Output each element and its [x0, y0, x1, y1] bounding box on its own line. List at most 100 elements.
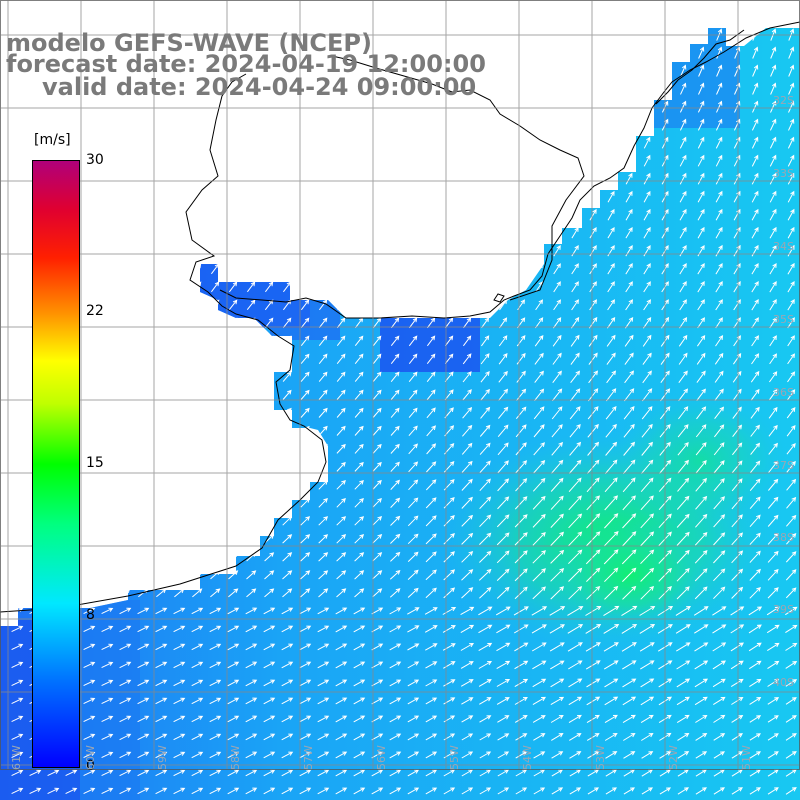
wind-arrow	[301, 154, 309, 167]
wind-arrow	[192, 353, 202, 364]
wind-arrow	[390, 371, 400, 383]
wind-arrow	[247, 154, 255, 167]
wind-arrow	[445, 299, 454, 311]
wind-arrow	[121, 155, 129, 167]
wind-arrow	[301, 281, 310, 293]
wind-arrow	[227, 679, 240, 687]
wind-arrow	[787, 353, 795, 365]
wind-arrow	[102, 317, 112, 328]
wind-arrow	[712, 606, 727, 616]
wind-arrow	[533, 424, 545, 438]
wind-arrow	[191, 679, 204, 687]
wind-arrow	[192, 516, 203, 526]
wind-arrow	[478, 568, 492, 581]
wind-arrow	[86, 12, 92, 23]
wind-arrow	[335, 715, 348, 723]
wind-arrow	[589, 100, 597, 113]
wind-arrow	[499, 100, 507, 113]
wind-arrow	[120, 534, 131, 544]
wind-arrow	[751, 317, 759, 329]
wind-arrow	[586, 567, 601, 582]
wind-arrow	[318, 335, 328, 347]
wind-arrow	[228, 389, 238, 400]
wind-arrow	[533, 733, 546, 741]
wind-arrow	[137, 661, 150, 669]
wind-arrow	[498, 388, 509, 401]
wind-arrow	[284, 12, 289, 23]
wind-arrow	[786, 514, 797, 527]
wind-arrow	[389, 679, 402, 687]
wind-arrow	[12, 516, 23, 526]
wind-arrow	[120, 462, 131, 472]
wind-arrow	[460, 661, 474, 669]
wind-arrow	[299, 733, 312, 741]
wind-arrow	[317, 643, 330, 651]
wind-arrow	[463, 100, 471, 113]
wind-arrow	[587, 423, 599, 438]
wind-arrow	[749, 568, 761, 581]
wind-arrow	[481, 263, 489, 275]
wind-arrow	[155, 751, 168, 759]
wind-arrow	[676, 696, 690, 706]
wind-arrow	[11, 733, 24, 741]
wind-arrow	[210, 588, 221, 598]
wind-arrow	[768, 406, 778, 419]
wind-arrow	[534, 388, 545, 402]
wind-arrow	[786, 496, 797, 509]
wind-arrow	[751, 226, 759, 239]
wind-arrow	[11, 679, 24, 687]
wind-arrow	[589, 118, 597, 131]
wind-arrow	[750, 406, 760, 419]
wind-arrow	[622, 495, 636, 511]
wind-arrow	[499, 208, 507, 221]
wind-arrow	[246, 588, 257, 598]
wind-arrow	[210, 407, 220, 418]
wind-arrow	[769, 226, 777, 239]
wind-arrow	[247, 191, 255, 203]
wind-arrow	[193, 119, 201, 131]
wind-arrow	[390, 461, 400, 472]
wind-arrow	[748, 624, 762, 634]
wind-arrow	[568, 660, 583, 670]
wind-arrow	[586, 585, 601, 600]
wind-arrow	[228, 335, 238, 346]
wind-arrow	[515, 406, 527, 420]
wind-arrow	[407, 533, 419, 545]
wind-arrow	[785, 733, 797, 741]
wind-arrow	[694, 642, 709, 652]
wind-arrow	[192, 281, 202, 293]
wind-arrow	[283, 209, 291, 221]
wind-arrow	[192, 317, 202, 329]
wind-arrow	[12, 407, 22, 418]
wind-arrow	[357, 12, 362, 23]
wind-arrow	[408, 407, 418, 418]
wind-arrow	[247, 173, 255, 185]
wind-arrow	[752, 64, 759, 77]
wind-arrow	[606, 388, 617, 402]
wind-arrow	[788, 46, 795, 59]
wind-arrow	[696, 370, 706, 383]
wind-arrow	[246, 425, 256, 436]
wind-arrow	[427, 136, 435, 149]
wind-arrow	[427, 172, 435, 185]
wind-arrow	[174, 425, 184, 436]
wind-arrow	[355, 118, 363, 131]
colorbar-tick-15: 15	[86, 455, 104, 471]
wind-arrow	[770, 82, 777, 95]
wind-arrow	[336, 570, 347, 580]
wind-arrow	[445, 118, 453, 131]
wind-arrow	[731, 696, 744, 705]
wind-arrow	[104, 12, 110, 23]
wind-arrow	[155, 715, 168, 723]
wind-arrow	[138, 516, 149, 526]
wind-arrow	[355, 154, 363, 167]
wind-arrow	[605, 441, 618, 456]
wind-arrow	[391, 173, 399, 185]
wind-arrow	[604, 696, 619, 706]
wind-arrow	[732, 388, 742, 401]
wind-arrow	[84, 335, 94, 346]
wind-arrow	[767, 587, 779, 599]
wind-arrow	[605, 787, 617, 795]
wind-arrow	[101, 787, 114, 795]
wind-arrow	[769, 118, 777, 131]
